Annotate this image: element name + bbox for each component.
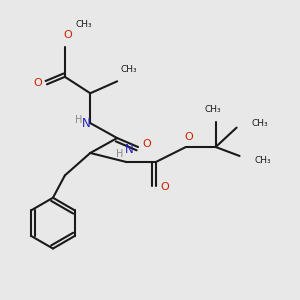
Text: CH₃: CH₃ <box>254 156 271 165</box>
Text: H: H <box>116 148 124 159</box>
Text: O: O <box>160 182 169 192</box>
Text: N: N <box>125 143 134 156</box>
Text: CH₃: CH₃ <box>204 105 221 114</box>
Text: O: O <box>34 78 42 88</box>
Text: N: N <box>81 117 90 130</box>
Text: O: O <box>142 139 152 149</box>
Text: CH₃: CH₃ <box>251 118 268 127</box>
Text: CH₃: CH₃ <box>120 65 137 74</box>
Text: O: O <box>64 30 72 40</box>
Text: O: O <box>184 132 193 142</box>
Text: H: H <box>75 115 82 125</box>
Text: CH₃: CH₃ <box>76 20 93 29</box>
